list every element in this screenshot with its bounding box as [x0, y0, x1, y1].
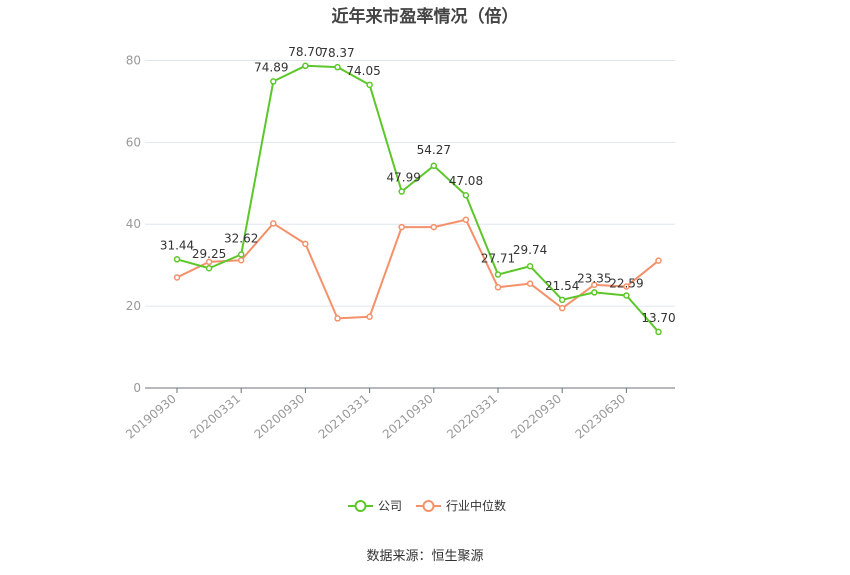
- x-tick-label: 20230630: [573, 392, 629, 442]
- legend-label: 公司: [378, 499, 402, 513]
- data-label: 31.44: [160, 238, 194, 252]
- industry-series-point: [623, 283, 630, 290]
- data-label: 54.27: [417, 143, 451, 157]
- data-label: 47.08: [449, 174, 483, 188]
- data-label: 32.62: [224, 231, 258, 245]
- x-tick-label: 20200930: [252, 392, 308, 442]
- industry-series-point: [526, 280, 534, 287]
- legend-item-company: 公司: [348, 499, 402, 513]
- industry-series-point: [494, 284, 502, 291]
- industry-series-point: [430, 223, 438, 231]
- company-series-point: [270, 78, 277, 85]
- source-note: 数据来源：恒生聚源: [366, 549, 484, 564]
- x-tick-label: 20190930: [123, 392, 179, 442]
- data-label: 74.05: [346, 64, 380, 78]
- legend: 公司 行业中位数: [348, 498, 506, 513]
- data-label: 23.35: [577, 271, 611, 285]
- company-series-point: [173, 256, 181, 263]
- company-series-point: [558, 296, 566, 304]
- data-label: 74.89: [254, 60, 288, 74]
- company-series-line: [176, 64, 660, 333]
- industry-series-point: [334, 315, 341, 322]
- company-series-point: [237, 251, 245, 258]
- y-tick-label: 80: [126, 53, 141, 67]
- legend-label: 行业中位数: [446, 498, 506, 513]
- data-label: 78.70: [288, 45, 322, 59]
- x-tick-label: 20220930: [508, 392, 564, 442]
- legend-marker: [354, 500, 367, 512]
- y-tick-label: 60: [126, 135, 141, 149]
- x-tick-label: 20200331: [187, 392, 243, 442]
- company-series-point: [302, 62, 309, 70]
- legend-marker: [422, 500, 435, 512]
- company-series-point: [462, 191, 470, 199]
- chart-title: 近年来市盈率情况（倍）: [331, 7, 519, 27]
- industry-series-point: [270, 220, 277, 227]
- x-tick-label: 20220331: [444, 392, 500, 442]
- industry-series-point: [398, 223, 405, 231]
- series-lines: [173, 62, 662, 336]
- data-label: 13.70: [641, 311, 675, 325]
- company-series-point: [494, 271, 502, 278]
- industry-series-point: [591, 281, 598, 289]
- grid-lines: [145, 59, 675, 307]
- data-label: 21.54: [545, 279, 579, 293]
- company-series-point: [205, 264, 213, 272]
- industry-series-point: [205, 258, 213, 266]
- company-series-point: [591, 289, 598, 296]
- industry-series-point: [237, 257, 245, 264]
- industry-series-point: [302, 240, 309, 248]
- x-tick-label: 20210331: [316, 392, 372, 442]
- data-label: 78.37: [320, 46, 354, 60]
- y-tick-label: 40: [126, 217, 141, 231]
- industry-series-point: [558, 304, 566, 312]
- company-series-point: [398, 188, 405, 195]
- company-series-point: [334, 63, 341, 71]
- industry-series-point: [366, 313, 373, 321]
- data-label: 27.71: [481, 252, 515, 266]
- x-tick-label: 20210930: [380, 392, 436, 442]
- data-label: 47.99: [387, 171, 421, 185]
- company-series-point: [623, 292, 630, 299]
- data-label: 29.25: [192, 247, 226, 261]
- y-tick-label: 20: [126, 299, 141, 313]
- industry-series-point: [462, 216, 470, 223]
- industry-series-point: [655, 257, 662, 264]
- company-series-point: [366, 81, 373, 89]
- data-label: 29.74: [513, 243, 547, 257]
- data-label: 22.59: [609, 277, 643, 291]
- company-series-point: [430, 162, 438, 170]
- y-tick-label: 0: [133, 381, 141, 395]
- industry-series-point: [173, 274, 181, 281]
- company-series-point: [526, 262, 534, 270]
- legend-item-industry: 行业中位数: [416, 498, 506, 513]
- company-series-point: [655, 328, 662, 336]
